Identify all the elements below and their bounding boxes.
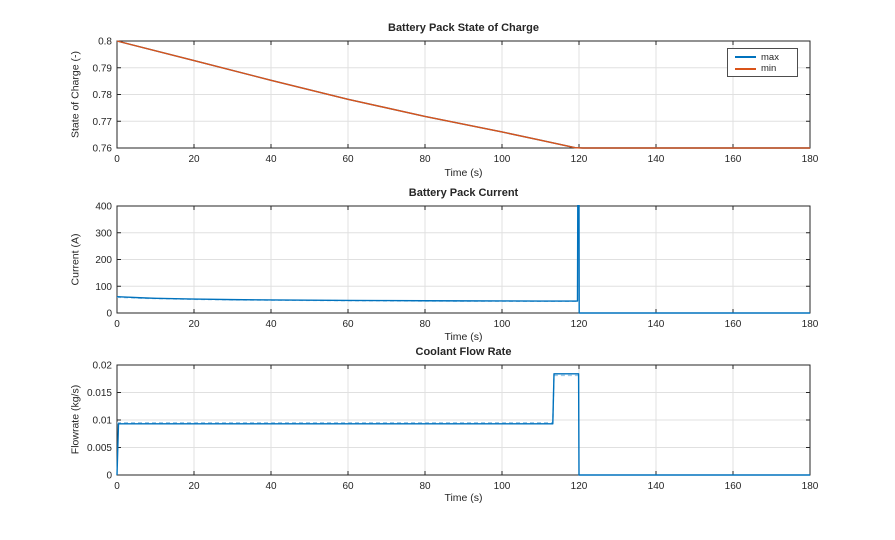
svg-text:0.005: 0.005 [87, 443, 112, 454]
flow-plot-title: Coolant Flow Rate [415, 346, 512, 358]
legend-label-max: max [761, 51, 779, 63]
svg-text:300: 300 [95, 228, 112, 239]
current-plot-area: 0 20 40 60 80 100 120 140 160 180 0 100 200 300 400 [95, 202, 819, 331]
svg-text:0: 0 [114, 319, 120, 330]
legend: max min [727, 48, 798, 77]
svg-text:80: 80 [419, 319, 431, 330]
svg-text:160: 160 [725, 481, 742, 492]
svg-text:60: 60 [342, 481, 354, 492]
current-x-axis-label: Time (s) [444, 331, 483, 343]
svg-text:140: 140 [648, 319, 665, 330]
svg-text:20: 20 [188, 319, 200, 330]
svg-text:160: 160 [725, 319, 742, 330]
legend-entry-max: max [735, 52, 793, 63]
min-line-sample [735, 67, 756, 70]
svg-text:60: 60 [342, 154, 354, 165]
svg-text:400: 400 [95, 202, 112, 213]
svg-text:0.8: 0.8 [98, 37, 112, 48]
svg-text:40: 40 [265, 319, 277, 330]
svg-text:180: 180 [802, 319, 819, 330]
svg-text:180: 180 [802, 154, 819, 165]
svg-text:60: 60 [342, 319, 354, 330]
svg-text:160: 160 [725, 154, 742, 165]
svg-text:20: 20 [188, 154, 200, 165]
soc-plot-area: 0 20 40 60 80 100 120 140 160 180 0.76 0.77 0.78 0.79… [93, 37, 819, 166]
svg-text:80: 80 [419, 481, 431, 492]
svg-text:0.76: 0.76 [93, 144, 113, 155]
svg-text:0: 0 [114, 154, 120, 165]
svg-text:0.77: 0.77 [93, 117, 113, 128]
svg-text:40: 40 [265, 481, 277, 492]
svg-text:100: 100 [494, 154, 511, 165]
svg-text:100: 100 [95, 282, 112, 293]
svg-text:0.01: 0.01 [93, 416, 113, 427]
soc-x-axis-label: Time (s) [444, 167, 483, 179]
svg-text:120: 120 [571, 319, 588, 330]
svg-text:40: 40 [265, 154, 277, 165]
svg-text:120: 120 [571, 481, 588, 492]
legend-label-min: min [761, 63, 777, 74]
svg-text:120: 120 [571, 154, 588, 165]
svg-text:0.78: 0.78 [93, 90, 113, 101]
svg-text:100: 100 [494, 319, 511, 330]
soc-plot-title: Battery Pack State of Charge [388, 22, 539, 34]
svg-text:0: 0 [106, 471, 112, 482]
svg-text:180: 180 [802, 481, 819, 492]
current-plot-title: Battery Pack Current [408, 187, 519, 199]
svg-text:20: 20 [188, 481, 200, 492]
svg-text:140: 140 [648, 481, 665, 492]
flow-x-axis-label: Time (s) [444, 492, 483, 504]
flow-plot-area: 0 20 40 60 80 100 120 140 160 180 0 0.005 0.01 0.015 0… [87, 361, 819, 493]
svg-text:0: 0 [106, 309, 112, 320]
legend-entry-min: min [735, 63, 793, 74]
svg-text:100: 100 [494, 481, 511, 492]
svg-text:0.02: 0.02 [93, 361, 113, 372]
svg-text:0: 0 [114, 481, 120, 492]
svg-text:0.79: 0.79 [93, 63, 113, 74]
svg-text:200: 200 [95, 255, 112, 266]
max-line-sample [735, 56, 756, 58]
svg-text:80: 80 [419, 154, 431, 165]
svg-text:140: 140 [648, 154, 665, 165]
svg-text:0.015: 0.015 [87, 388, 112, 399]
